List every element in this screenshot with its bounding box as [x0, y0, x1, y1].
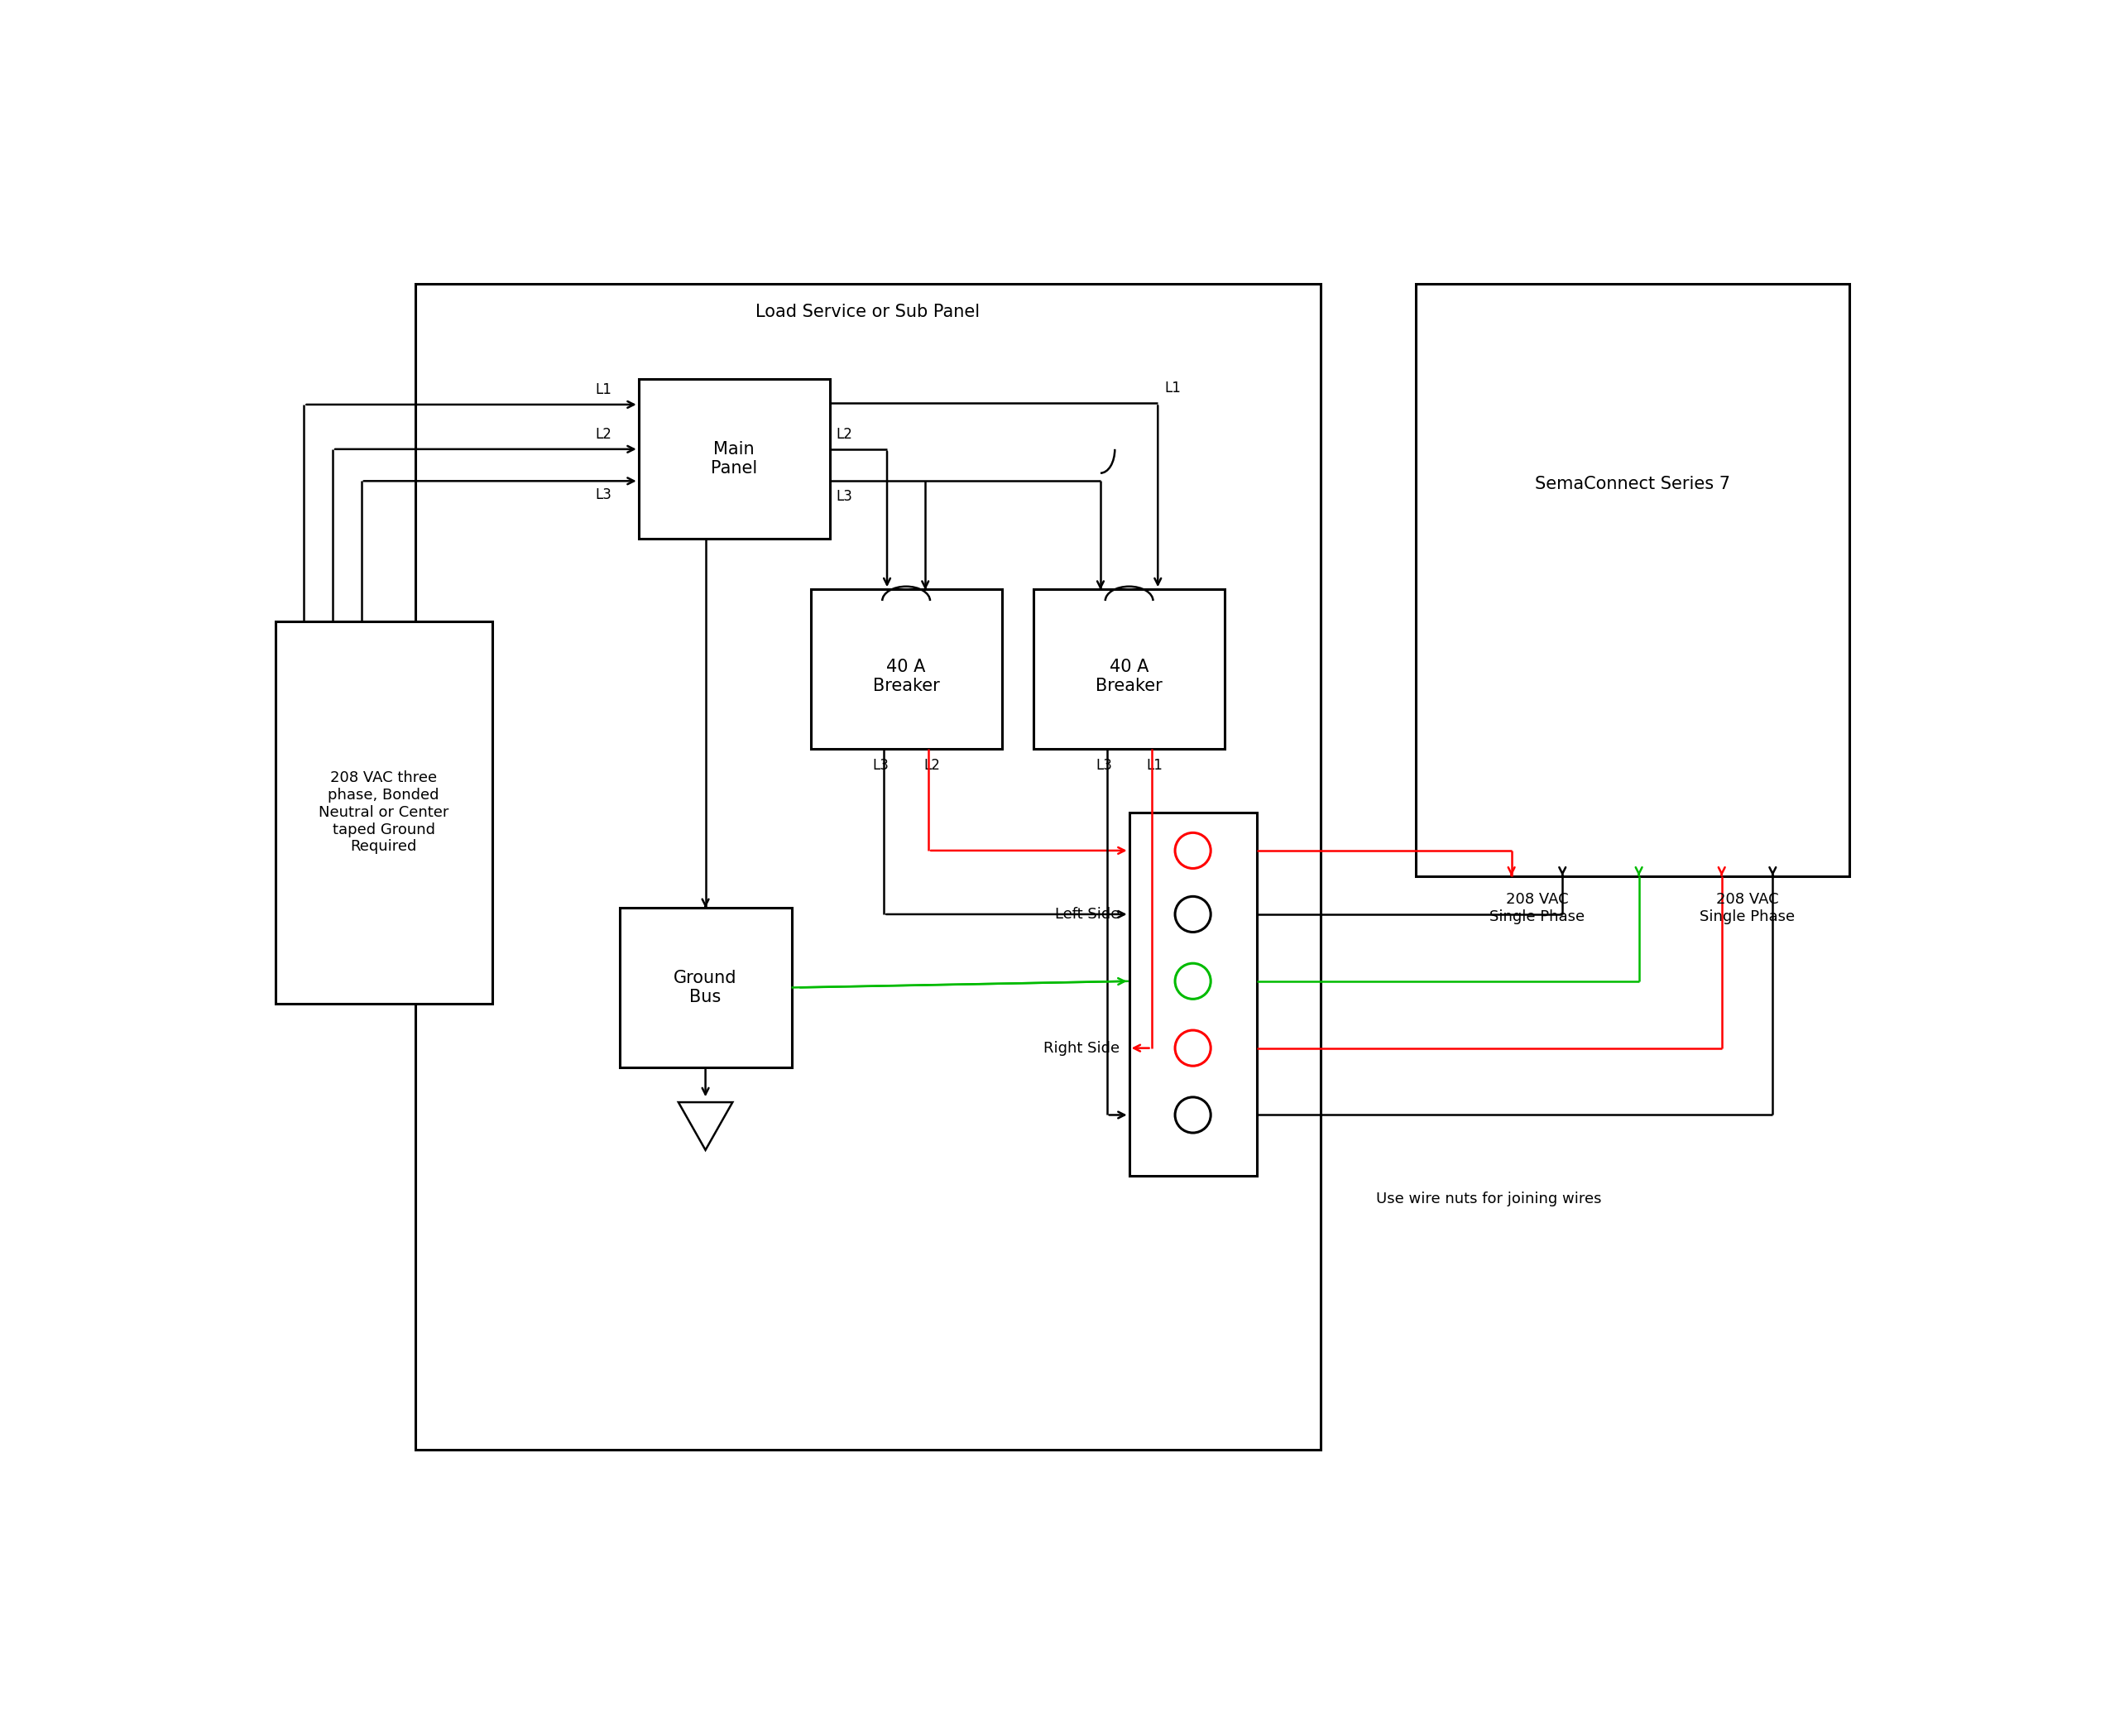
Text: SemaConnect Series 7: SemaConnect Series 7: [1534, 476, 1730, 493]
Text: Main
Panel: Main Panel: [711, 441, 757, 477]
Text: Use wire nuts for joining wires: Use wire nuts for joining wires: [1376, 1191, 1601, 1207]
Text: 40 A
Breaker: 40 A Breaker: [874, 658, 939, 694]
Text: 208 VAC
Single Phase: 208 VAC Single Phase: [1699, 892, 1796, 924]
Text: L3: L3: [836, 488, 852, 503]
Text: L3: L3: [871, 759, 888, 773]
Bar: [1416, 283, 1848, 877]
Text: L1: L1: [1165, 380, 1182, 396]
Bar: [276, 621, 492, 1003]
Text: L3: L3: [595, 488, 612, 502]
Text: L2: L2: [924, 759, 939, 773]
Text: Load Service or Sub Panel: Load Service or Sub Panel: [755, 304, 981, 321]
Text: Ground
Bus: Ground Bus: [673, 970, 736, 1005]
Bar: [1129, 812, 1258, 1175]
Text: 40 A
Breaker: 40 A Breaker: [1095, 658, 1163, 694]
Text: Left Side: Left Side: [1055, 906, 1120, 922]
Bar: [810, 589, 1002, 748]
Text: L2: L2: [836, 427, 852, 441]
Text: L1: L1: [595, 382, 612, 398]
Bar: [416, 283, 1321, 1450]
Bar: [1034, 589, 1224, 748]
Text: L3: L3: [1095, 759, 1112, 773]
Text: 208 VAC three
phase, Bonded
Neutral or Center
taped Ground
Required: 208 VAC three phase, Bonded Neutral or C…: [319, 771, 449, 854]
Bar: [620, 908, 791, 1068]
Text: 208 VAC
Single Phase: 208 VAC Single Phase: [1490, 892, 1585, 924]
Text: Right Side: Right Side: [1042, 1040, 1120, 1055]
Text: L1: L1: [1146, 759, 1163, 773]
Bar: [639, 378, 829, 538]
Text: L2: L2: [595, 427, 612, 441]
